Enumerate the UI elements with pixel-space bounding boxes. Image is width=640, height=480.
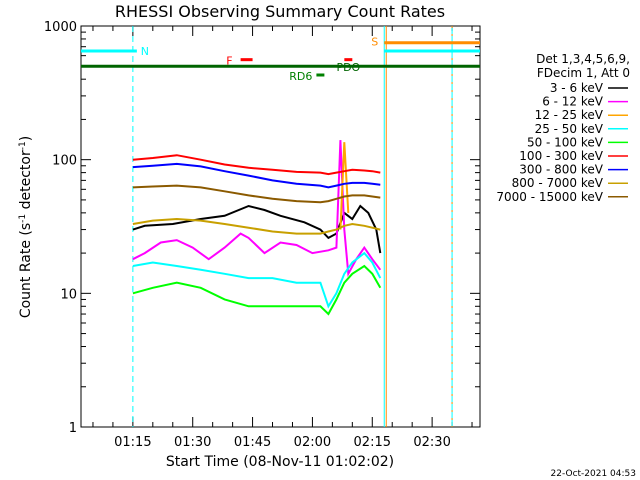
series-line-9: [132, 184, 381, 204]
x-axis-label: Start Time (08-Nov-11 01:02:02): [166, 454, 394, 470]
series-line-4: [132, 251, 382, 309]
legend-label: 300 - 800 keV: [519, 163, 603, 177]
legend: Det 1,3,4,5,6,9,FDecim 1, Att 03 - 6 keV…: [496, 52, 630, 204]
series-line-3: [339, 142, 350, 230]
y-tick-label: 100: [52, 154, 77, 169]
series-line-6: [132, 154, 381, 176]
y-axis-label-main: Count Rate (s: [18, 223, 34, 318]
series-line-7: [132, 162, 381, 189]
x-tick-label: 01:15: [114, 435, 151, 450]
legend-label: 100 - 300 keV: [519, 149, 603, 163]
x-tick-label: 01:45: [234, 435, 271, 450]
series-line-2: [132, 140, 382, 278]
legend-label: 800 - 7000 keV: [512, 176, 604, 190]
y-tick-label: 1000: [44, 20, 77, 35]
legend-label: 3 - 6 keV: [550, 81, 604, 95]
flag-label-f: F: [226, 55, 232, 68]
chart-title: RHESSI Observing Summary Count Rates: [115, 2, 445, 21]
y-tick-labels: 1 10 100 1000: [44, 20, 77, 436]
legend-label: 7000 - 15000 keV: [496, 190, 603, 204]
legend-label: 12 - 25 keV: [535, 108, 604, 122]
y-axis-label-end: ): [18, 136, 34, 141]
attenuator-lines: [132, 26, 453, 427]
series-lines: [132, 140, 382, 316]
legend-label: 25 - 50 keV: [535, 122, 604, 136]
y-tick-label: 1: [69, 421, 77, 436]
x-tick-label: 01:30: [174, 435, 211, 450]
x-tick-label: 02:30: [413, 435, 450, 450]
flag-label-pdo: PDO: [336, 61, 360, 74]
flag-label-s: S: [371, 36, 378, 49]
plot-frame: [80, 25, 481, 428]
series-line-5: [132, 264, 382, 316]
x-tick-label: 02:00: [294, 435, 331, 450]
flag-label-rd6: RD6: [289, 70, 312, 83]
legend-header: Det 1,3,4,5,6,9,: [536, 52, 630, 66]
legend-header: FDecim 1, Att 0: [537, 66, 630, 80]
y-axis-label-sup2: -1: [18, 141, 28, 150]
x-tick-label: 02:15: [354, 435, 391, 450]
y-axis-label-mid: detector: [18, 150, 34, 214]
x-tick-labels: 01:15 01:30 01:45 02:00 02:15 02:30: [114, 435, 451, 450]
series-line-8: [132, 217, 381, 235]
timestamp: 22-Oct-2021 04:53: [551, 469, 636, 479]
flag-label-n: N: [141, 45, 149, 58]
y-tick-label: 10: [60, 287, 77, 302]
y-axis-label: Count Rate (s-1 detector-1): [18, 136, 34, 318]
legend-label: 50 - 100 keV: [527, 135, 604, 149]
legend-label: 6 - 12 keV: [542, 95, 604, 109]
y-axis-label-sup1: -1: [18, 214, 28, 223]
flag-bars: N S F RD6 PDO: [81, 36, 480, 83]
